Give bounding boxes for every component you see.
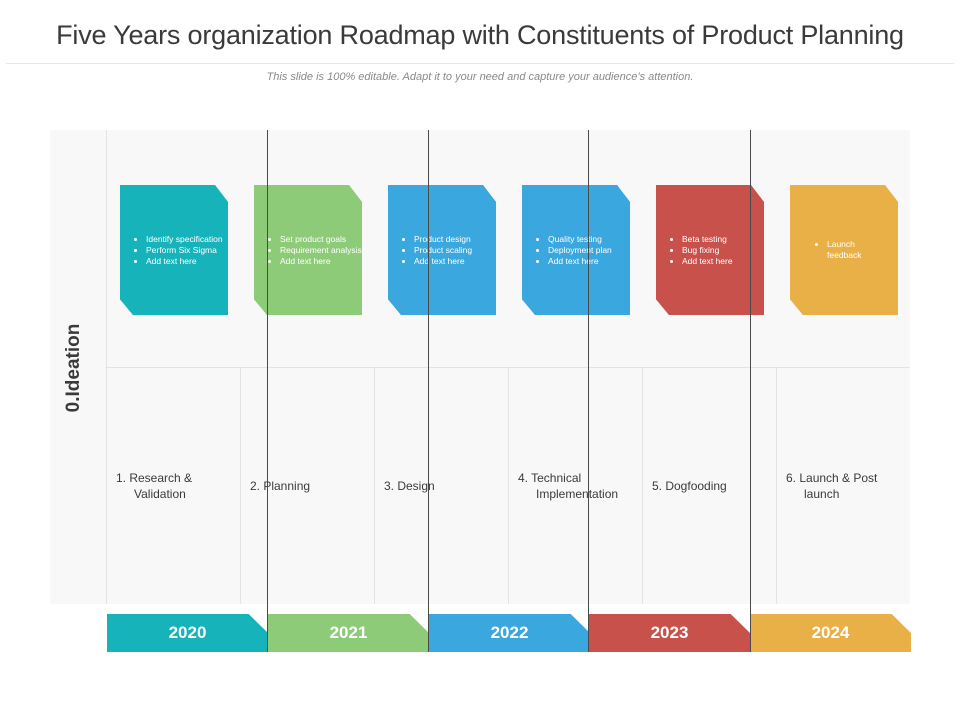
year-boundary-line [428, 130, 429, 652]
card-item: Launch feedback [827, 239, 887, 261]
year-boundary-line [750, 130, 751, 652]
year-2023: 2023 [589, 614, 750, 652]
stage-separator [240, 367, 241, 604]
stage-label: 3. Design [384, 479, 435, 493]
stage-separator [642, 367, 643, 604]
card-item: Quality testing [548, 234, 630, 245]
stage-label: 5. Dogfooding [652, 479, 727, 493]
card-item: Add text here [146, 256, 228, 267]
card-technical: Quality testing Deployment plan Add text… [522, 185, 630, 315]
card-item: Deployment plan [548, 245, 630, 256]
page-subtitle: This slide is 100% editable. Adapt it to… [266, 71, 694, 83]
stage-label: 4. Technical Implementation [518, 471, 619, 501]
card-item: Set product goals [280, 234, 362, 245]
title-divider [6, 63, 954, 64]
card-item: Requirement analysis [280, 245, 362, 256]
card-item: Product scaling [414, 245, 496, 256]
card-item: Add text here [280, 256, 362, 267]
card-item: Bug fixing [682, 245, 764, 256]
card-design: Product design Product scaling Add text … [388, 185, 496, 315]
card-planning: Set product goals Requirement analysis A… [254, 185, 362, 315]
stage-label: 1. Research & Validation [116, 471, 193, 501]
page-title: Five Years organization Roadmap with Con… [56, 20, 904, 50]
year-2024: 2024 [750, 614, 911, 652]
year-boundary-line [267, 130, 268, 652]
stage-label: 6. Launch & Post launch [786, 471, 878, 501]
card-item: Product design [414, 234, 496, 245]
stage-separator [374, 367, 375, 604]
card-item: Perform Six Sigma [146, 245, 228, 256]
card-research: Identify specification Perform Six Sigma… [120, 185, 228, 315]
card-item: Beta testing [682, 234, 764, 245]
card-launch: Launch feedback [790, 185, 898, 315]
card-item: Add text here [548, 256, 630, 267]
phase-label: 0.Ideation [63, 323, 84, 413]
stage-separator [776, 367, 777, 604]
year-boundary-line [588, 130, 589, 652]
stage-label: 2. Planning [250, 479, 311, 493]
year-2022: 2022 [429, 614, 590, 652]
card-dogfooding: Beta testing Bug fixing Add text here [656, 185, 764, 315]
year-2021: 2021 [268, 614, 429, 652]
phase-label-column [50, 130, 107, 604]
year-2020: 2020 [107, 614, 268, 652]
stage-separator [508, 367, 509, 604]
card-item: Add text here [414, 256, 496, 267]
card-item: Add text here [682, 256, 764, 267]
card-item: Identify specification [146, 234, 228, 245]
